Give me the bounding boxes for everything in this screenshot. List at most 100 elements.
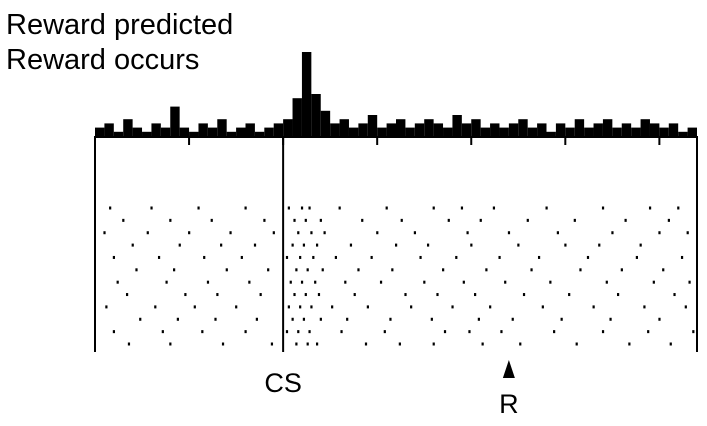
histogram-bar [123,119,133,136]
spike [248,280,251,284]
spike [344,280,347,284]
spike [389,317,392,321]
histogram-bar [678,131,688,136]
spike [410,305,413,309]
spike [500,330,503,334]
spike [184,293,187,297]
spike [116,280,119,284]
spike [635,255,638,259]
spike [285,255,289,259]
spike [214,317,217,321]
spike [468,330,471,334]
spike [586,255,590,259]
histogram-bar [273,123,284,136]
spike [605,280,608,284]
histogram-bar [612,127,622,136]
histogram-bar [358,123,368,136]
spike [139,317,142,321]
histogram-bar [584,127,594,136]
histogram-bar [668,123,679,136]
spike [391,268,394,272]
spike [263,218,266,222]
histogram-bar [490,123,500,136]
spike [601,206,605,210]
spike [498,255,501,259]
histogram-bar [151,123,161,136]
spike [451,305,454,309]
histogram-bar [555,123,566,136]
spike [315,243,319,247]
spike [255,317,258,321]
histogram-bar [179,127,190,136]
histogram-bar [602,119,613,136]
spike [662,268,665,272]
histogram-bar [386,123,396,136]
event-label: CS [264,368,302,398]
histogram-bar [226,131,237,136]
spike [220,243,223,247]
spike [304,218,307,222]
spike [383,330,386,334]
spike [315,342,319,346]
histogram-bar [499,127,509,136]
histogram-bar [264,127,274,136]
spike [206,280,210,284]
spike [240,255,243,259]
spike [413,231,417,235]
spike [340,330,343,334]
spike [479,218,482,222]
spike [398,342,401,346]
spike [443,330,447,334]
histogram-bar [518,119,528,136]
histogram-bar [320,110,331,136]
spike [306,268,309,272]
spike [169,218,172,222]
histogram-bar [414,123,425,136]
spike [304,293,307,297]
spike [105,305,108,309]
histogram-bar [527,127,538,136]
spike [686,231,689,235]
spike [530,268,533,272]
histogram-bar [245,123,255,136]
histogram-bar [283,119,293,136]
spike [193,305,196,309]
spike [573,218,576,222]
spike [122,218,125,222]
spike [287,206,290,210]
spike [334,255,337,259]
spike [319,317,322,321]
spike [511,317,514,321]
spike [447,218,450,222]
histogram-bar [301,52,312,136]
spike [297,231,300,235]
histogram-bar [471,119,481,136]
spike [291,317,294,321]
spike [404,293,407,297]
spike [321,268,324,272]
spike [688,280,691,284]
spike [470,243,473,247]
spike [201,330,204,334]
spike [178,243,181,247]
spike [537,255,541,259]
spike [579,268,582,272]
spike [575,342,578,346]
spike [361,218,364,222]
spike [299,305,302,309]
spike [287,305,290,309]
spike [210,218,213,222]
spike [295,268,298,272]
spike [112,255,116,259]
spike [481,342,484,346]
spike [442,268,445,272]
spike [419,255,422,259]
spike [349,243,353,247]
spike [317,293,321,297]
spike [310,305,313,309]
spike [541,305,544,309]
histogram-bar [687,127,697,136]
histogram-bar [377,127,387,136]
spike [477,317,480,321]
spike [652,280,655,284]
